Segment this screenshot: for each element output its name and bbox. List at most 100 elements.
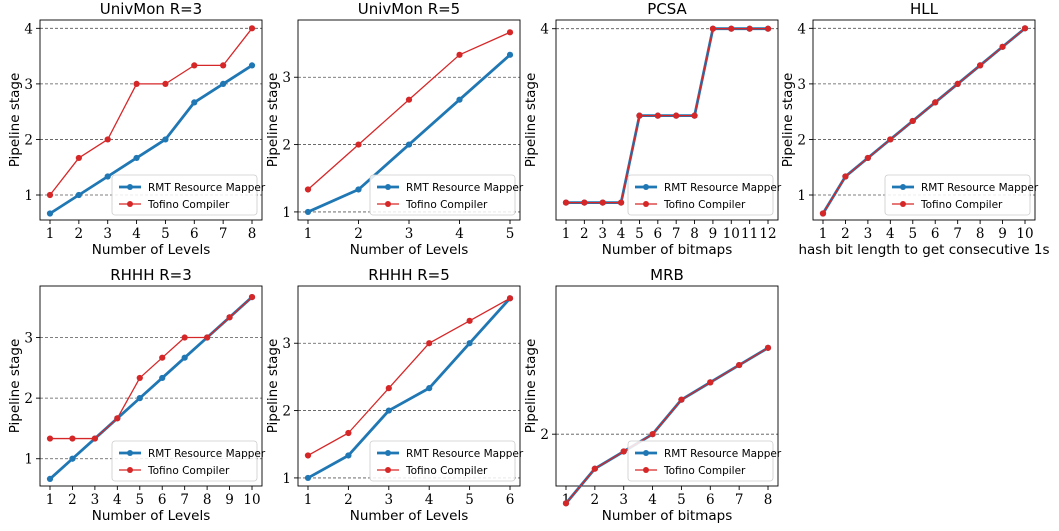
axes-frame [39, 285, 263, 487]
data-point-tofino [764, 344, 772, 351]
x-tick-label: 2 [75, 226, 84, 242]
x-tick-label: 6 [654, 226, 663, 242]
legend-label-tofino: Tofino Compiler [147, 199, 230, 211]
y-tick-label: 4 [797, 21, 806, 37]
chart-title: UnivMon R=3 [100, 0, 202, 18]
x-tick-label: 4 [886, 226, 895, 242]
series-line-tofino [307, 297, 511, 457]
legend-marker-rmt [385, 450, 391, 456]
legend-label-tofino: Tofino Compiler [663, 465, 746, 477]
legend-box [369, 174, 516, 216]
y-tick-label: 2 [282, 404, 291, 420]
y-tick-label: 1 [282, 205, 291, 221]
legend: RMT Resource Mapper Tofino Compiler [627, 174, 782, 216]
x-tick-label: 5 [135, 492, 144, 508]
legend: RMT Resource Mapper Tofino Compiler [369, 440, 524, 482]
data-point-rmt [248, 62, 256, 69]
x-tick-label: 6 [931, 226, 940, 242]
x-tick-label: 5 [161, 226, 170, 242]
x-tick-label: 6 [190, 226, 199, 242]
legend-marker-tofino [643, 201, 649, 207]
data-point-rmt [466, 340, 473, 347]
data-point-tofino [204, 334, 211, 341]
data-point-rmt [355, 186, 362, 193]
data-point-tofino [707, 379, 714, 386]
axes-frame [39, 19, 263, 221]
data-point-tofino [385, 385, 392, 392]
x-tick-label: 3 [385, 492, 394, 508]
data-point-rmt [136, 395, 143, 402]
chart-title: RHHH R=3 [110, 266, 192, 284]
data-point-tofino [104, 136, 111, 143]
data-point-tofino [220, 62, 227, 69]
y-tick-label: 3 [24, 331, 33, 347]
legend-marker-rmt [385, 184, 391, 190]
legend-marker-rmt [643, 450, 649, 456]
data-point-tofino [46, 191, 54, 199]
chart-title: MRB [650, 266, 684, 284]
legend-label-tofino: Tofino Compiler [663, 199, 746, 211]
series-line-tofino [565, 347, 769, 504]
y-tick-label: 2 [282, 138, 291, 154]
legend-marker-tofino [127, 201, 133, 207]
x-tick-label: 7 [735, 492, 744, 508]
y-tick-label: 1 [24, 452, 33, 468]
axes-frame [555, 285, 779, 487]
x-tick-label: 3 [619, 492, 628, 508]
data-point-tofino [562, 500, 570, 507]
chart-title: UnivMon R=5 [358, 0, 460, 18]
x-tick-label: 8 [248, 226, 257, 242]
y-tick-label: 2 [540, 427, 549, 443]
x-axis-label: Number of bitmaps [602, 242, 732, 258]
data-point-tofino [999, 43, 1006, 50]
y-axis-label: Pipeline stage [523, 73, 539, 168]
x-tick-label: 3 [91, 492, 100, 508]
legend-marker-rmt [900, 184, 906, 190]
x-tick-label: 4 [425, 492, 434, 508]
axes-frame [297, 285, 521, 487]
x-tick-label: 3 [598, 226, 607, 242]
series-line-rmt [307, 297, 512, 480]
x-tick-label: 2 [354, 226, 363, 242]
data-point-tofino [599, 199, 606, 206]
x-tick-label: 2 [68, 492, 77, 508]
x-tick-label: 3 [103, 226, 112, 242]
x-tick-label: 4 [132, 226, 141, 242]
x-tick-label: 1 [46, 492, 55, 508]
x-axis-label: hash bit length to get consecutive 1s [798, 242, 1049, 258]
legend-marker-rmt [127, 184, 133, 190]
axes-frame [812, 19, 1036, 221]
series-line-tofino [49, 296, 253, 440]
data-point-tofino [909, 117, 916, 125]
data-point-tofino [932, 99, 939, 106]
y-tick-label: 1 [282, 471, 291, 487]
x-tick-label: 10 [1016, 226, 1033, 242]
x-tick-label: 2 [344, 492, 353, 508]
y-axis-label: Pipeline stage [7, 73, 23, 168]
data-point-tofino [248, 293, 256, 301]
data-point-tofino [617, 199, 625, 206]
data-point-tofino [887, 136, 894, 143]
axes-frame [555, 19, 779, 221]
data-point-tofino [506, 295, 514, 302]
x-tick-label: 5 [465, 492, 474, 508]
y-axis-label: Pipeline stage [780, 73, 796, 168]
x-tick-label: 5 [908, 226, 917, 242]
data-point-tofino [591, 465, 598, 472]
legend-box [111, 174, 258, 216]
panel-7: 2 1 2 3 4 5 6 7 8 MRB Number of bitmaps Pipeline st… [523, 266, 782, 524]
x-tick-label: 1 [562, 226, 571, 242]
data-point-tofino [562, 199, 570, 206]
legend-box [627, 174, 774, 216]
x-tick-label: 6 [506, 492, 515, 508]
legend: RMT Resource Mapper Tofino Compiler [111, 174, 266, 216]
data-point-tofino [636, 112, 643, 119]
x-tick-label: 1 [304, 492, 313, 508]
legend-label-rmt: RMT Resource Mapper [664, 182, 782, 194]
x-tick-label: 1 [46, 226, 55, 242]
x-tick-label: 6 [158, 492, 167, 508]
data-point-tofino [159, 354, 166, 361]
data-point-tofino [46, 435, 54, 442]
data-point-tofino [691, 112, 698, 119]
